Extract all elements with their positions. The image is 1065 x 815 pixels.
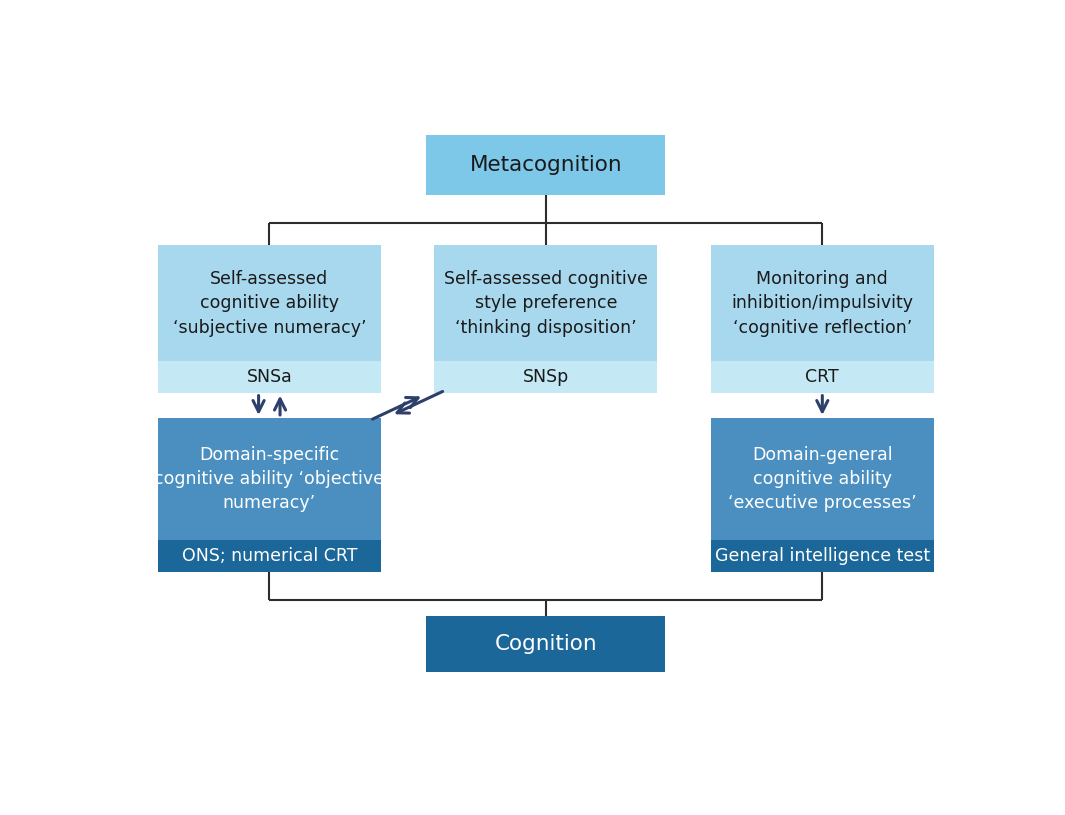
- FancyBboxPatch shape: [710, 245, 934, 361]
- FancyBboxPatch shape: [158, 361, 381, 393]
- Text: General intelligence test: General intelligence test: [715, 547, 930, 565]
- Text: SNSp: SNSp: [523, 368, 569, 386]
- FancyBboxPatch shape: [426, 135, 666, 195]
- FancyBboxPatch shape: [435, 361, 657, 393]
- Text: Domain-specific
cognitive ability ‘objective
numeracy’: Domain-specific cognitive ability ‘objec…: [154, 446, 384, 513]
- Text: SNSa: SNSa: [246, 368, 292, 386]
- FancyBboxPatch shape: [158, 245, 381, 361]
- FancyBboxPatch shape: [158, 540, 381, 571]
- FancyBboxPatch shape: [710, 540, 934, 571]
- FancyBboxPatch shape: [435, 245, 657, 361]
- Text: Self-assessed
cognitive ability
‘subjective numeracy’: Self-assessed cognitive ability ‘subject…: [173, 270, 366, 337]
- FancyBboxPatch shape: [710, 418, 934, 540]
- FancyBboxPatch shape: [158, 418, 381, 540]
- Text: Self-assessed cognitive
style preference
‘thinking disposition’: Self-assessed cognitive style preference…: [444, 270, 648, 337]
- Text: Metacognition: Metacognition: [470, 156, 622, 175]
- Text: ONS; numerical CRT: ONS; numerical CRT: [181, 547, 357, 565]
- Text: Domain-general
cognitive ability
‘executive processes’: Domain-general cognitive ability ‘execut…: [728, 446, 917, 513]
- Text: Monitoring and
inhibition/impulsivity
‘cognitive reflection’: Monitoring and inhibition/impulsivity ‘c…: [732, 270, 914, 337]
- Text: Cognition: Cognition: [494, 634, 597, 654]
- FancyBboxPatch shape: [426, 615, 666, 672]
- FancyBboxPatch shape: [710, 361, 934, 393]
- Text: CRT: CRT: [805, 368, 839, 386]
